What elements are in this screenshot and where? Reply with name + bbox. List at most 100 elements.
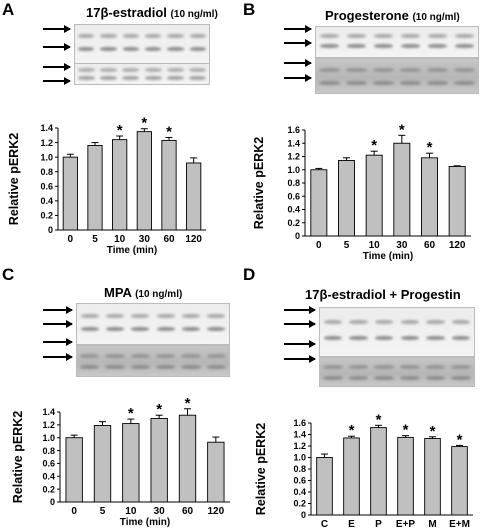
y-tick-label: 0.8 — [287, 178, 300, 188]
y-axis-label: Relative pERK2 — [7, 133, 21, 225]
blot-band — [145, 34, 162, 39]
blot-band — [400, 80, 421, 85]
x-tick-label: 120 — [207, 506, 224, 517]
blot-band — [156, 314, 175, 318]
blot-band — [346, 43, 367, 48]
x-tick-label: 5 — [100, 506, 106, 517]
x-tick-label: 30 — [139, 234, 151, 245]
x-tick-label: 0 — [68, 234, 74, 245]
blot-band — [427, 43, 448, 48]
bar-chart: 00.2 0.40.6 0.81.0 1.21.4 1.6 C * E * P * E+P * M * E+M… — [254, 411, 473, 530]
blot-band — [122, 46, 139, 51]
treatment-label: MPA — [104, 285, 132, 300]
bar-chart: 0 0.2 0.4 0.6 0.8 1.0 1.2 1.4 0 5 * 10 * 30 * 60 120 Time… — [11, 395, 230, 528]
blot-band — [426, 320, 445, 325]
x-tick-label: 60 — [182, 506, 194, 517]
bar — [310, 169, 328, 237]
bar — [186, 162, 202, 231]
y-tick-label: 0.4 — [287, 205, 300, 215]
blot-band — [373, 67, 394, 72]
bar — [122, 423, 140, 503]
blot-band — [323, 375, 343, 380]
arrow-icon — [284, 355, 316, 362]
panel-letter: B — [243, 0, 256, 19]
phospho-blot-strip — [319, 307, 475, 357]
blot-band — [167, 46, 184, 51]
total-blot-strip — [315, 58, 479, 94]
blot-band — [80, 365, 100, 369]
arrow-icon — [43, 306, 73, 313]
bar — [207, 441, 225, 503]
blot-band — [189, 68, 207, 73]
blot-band — [131, 326, 150, 331]
blot-band — [207, 326, 226, 331]
significance-marker: * — [376, 411, 382, 428]
blot-band — [400, 43, 421, 48]
y-tick-label: 1.2 — [42, 420, 55, 430]
significance-marker: * — [185, 395, 191, 412]
arrow-icon — [43, 353, 73, 360]
blot-band — [100, 68, 117, 73]
x-tick-label: 10 — [369, 240, 381, 251]
y-tick-label: 1.4 — [42, 407, 55, 417]
x-tick-label: E+P — [396, 519, 416, 530]
blot-band — [425, 364, 446, 369]
blot-band — [105, 365, 125, 369]
blot-band — [105, 314, 125, 318]
blot-band — [144, 68, 162, 73]
blot-band — [144, 76, 162, 80]
y-tick-label: 0.4 — [40, 196, 53, 206]
panel-a: A 17β-estradiol (10 ng/ml) 0 0.2 0.4 0.6 0.8… — [0, 0, 241, 265]
blot-band — [400, 364, 420, 369]
blot-band — [100, 34, 117, 39]
blot-band — [348, 375, 369, 380]
blot-band — [130, 353, 150, 358]
panel-title: Progesterone (10 ng/ml) — [325, 8, 460, 23]
arrow-icon — [43, 63, 71, 70]
y-tick-label: 0.2 — [287, 218, 300, 228]
significance-marker: * — [371, 137, 377, 154]
blot-band — [156, 326, 175, 331]
treatment-label: 17β-estradiol + Progestin — [305, 287, 461, 302]
blot-band — [451, 375, 471, 380]
x-axis-label: Time (min) — [363, 251, 413, 262]
y-tick-label: 1.2 — [287, 152, 300, 162]
blot-band — [451, 320, 471, 325]
blot-band — [189, 76, 207, 80]
bar-chart: 0 0.2 0.4 0.6 0.8 1.0 1.2 1.4 1.6 0 5 * 10 * 30 * 60 120 T… — [252, 121, 471, 262]
blot-band — [167, 76, 184, 80]
blot-band — [319, 80, 340, 85]
blot-band — [100, 46, 117, 51]
blot-band — [426, 335, 445, 340]
blot-band — [156, 353, 176, 358]
y-tick-label: 0.6 — [40, 181, 53, 191]
blot-band — [346, 34, 367, 38]
blot-band — [105, 353, 125, 358]
y-tick-label: 0.2 — [42, 484, 55, 494]
bar — [397, 436, 414, 516]
blot-band — [181, 365, 201, 369]
bar — [62, 156, 78, 231]
significance-marker: * — [166, 123, 172, 140]
bar — [316, 457, 333, 516]
concentration-label: (10 ng/ml) — [135, 289, 183, 300]
significance-marker: * — [430, 423, 436, 440]
significance-marker: * — [117, 122, 123, 139]
y-tick-label: 0.2 — [293, 499, 306, 509]
blot-band — [454, 80, 475, 85]
arrow-icon — [43, 25, 71, 32]
x-axis-label: Time (min) — [107, 245, 157, 256]
x-tick-label: C — [321, 519, 328, 530]
blot-band — [78, 34, 95, 39]
blot-band — [400, 335, 420, 340]
y-tick-label: 0.6 — [287, 191, 300, 201]
panel-title: 17β-estradiol (10 ng/ml) — [86, 5, 218, 20]
panel-title: MPA (10 ng/ml) — [104, 285, 182, 300]
significance-marker: * — [349, 422, 355, 439]
blot-band — [77, 68, 95, 73]
bar — [161, 139, 177, 231]
x-tick-label: 5 — [344, 240, 350, 251]
y-tick-label: 1.6 — [287, 125, 300, 135]
arrow-icon — [284, 25, 312, 32]
y-tick-label: 0.4 — [42, 471, 55, 481]
